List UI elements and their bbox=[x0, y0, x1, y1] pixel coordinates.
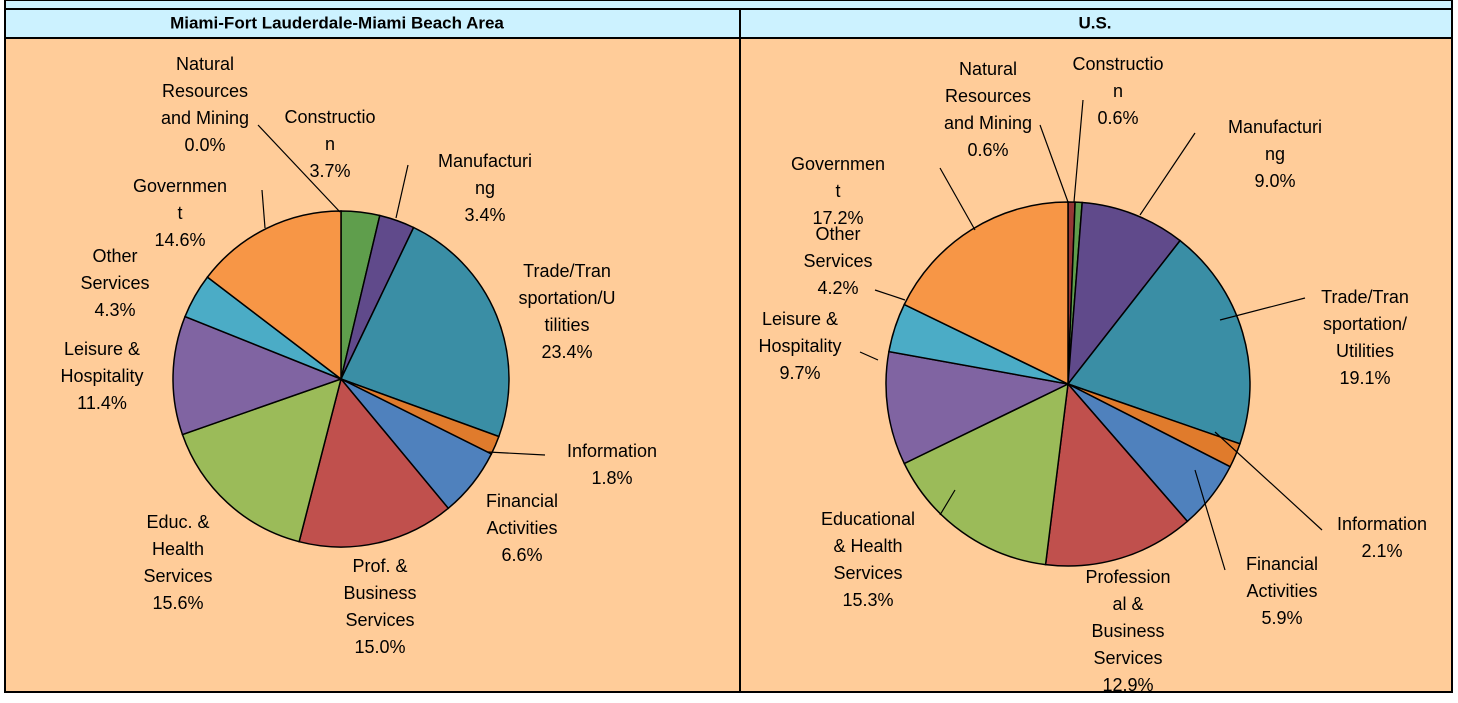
slice-value-label: 17.2% bbox=[812, 208, 863, 228]
pie-slice bbox=[903, 382, 1069, 566]
slice-label: Governmen t bbox=[791, 154, 885, 201]
pie-slice bbox=[181, 377, 343, 543]
slice-label: Manufacturi ng bbox=[1228, 117, 1322, 164]
slice-label: Educ. & Health Services bbox=[143, 512, 212, 586]
slice-value-label: 4.3% bbox=[94, 300, 135, 320]
pie-slice bbox=[885, 350, 1071, 465]
slice-value-label: 15.6% bbox=[152, 593, 203, 613]
leader-line bbox=[261, 189, 266, 229]
leader-line bbox=[487, 451, 546, 456]
slice-label: Natural Resources and Mining bbox=[944, 59, 1032, 133]
slice-value-label: 0.6% bbox=[1097, 108, 1138, 128]
slice-label: Constructio n bbox=[284, 107, 375, 154]
slice-label: Information bbox=[1337, 514, 1427, 534]
slice-value-label: 3.7% bbox=[309, 161, 350, 181]
leader-line bbox=[1139, 132, 1196, 216]
slice-label: Other Services bbox=[803, 224, 872, 271]
slice-label: Leisure & Hospitality bbox=[758, 309, 841, 356]
chart-title: Miami-Fort Lauderdale-Miami Beach Area bbox=[170, 13, 504, 32]
leader-line bbox=[1214, 431, 1323, 531]
slice-label: Leisure & Hospitality bbox=[60, 339, 143, 386]
header-band bbox=[4, 0, 1453, 39]
slice-label: Manufacturi ng bbox=[438, 151, 532, 198]
slice-label: Financial Activities bbox=[486, 491, 558, 538]
slice-value-label: 12.9% bbox=[1102, 675, 1153, 695]
slice-value-label: 3.4% bbox=[464, 205, 505, 225]
slice-value-label: 15.0% bbox=[354, 637, 405, 657]
leader-line bbox=[1073, 99, 1084, 203]
slice-label: Profession al & Business Services bbox=[1085, 567, 1170, 668]
pie-slice bbox=[1066, 239, 1251, 445]
leader-line bbox=[1039, 124, 1069, 203]
slice-value-label: 19.1% bbox=[1339, 368, 1390, 388]
slice-value-label: 5.9% bbox=[1261, 608, 1302, 628]
leader-line bbox=[939, 167, 976, 231]
pie-slice bbox=[206, 210, 342, 381]
slice-value-label: 4.2% bbox=[817, 278, 858, 298]
pie-slice bbox=[339, 226, 510, 438]
leader-line bbox=[1219, 297, 1306, 321]
slice-label: Information bbox=[567, 441, 657, 461]
slice-label: Educational & Health Services bbox=[821, 509, 915, 583]
leader-line bbox=[874, 289, 906, 301]
leader-line bbox=[257, 124, 341, 213]
slice-value-label: 6.6% bbox=[501, 545, 542, 565]
leader-line bbox=[395, 164, 409, 219]
slice-value-label: 0.6% bbox=[967, 140, 1008, 160]
slice-label: Prof. & Business Services bbox=[343, 556, 416, 630]
slice-label: Governmen t bbox=[133, 176, 227, 223]
slice-value-label: 9.0% bbox=[1254, 171, 1295, 191]
slice-value-label: 23.4% bbox=[541, 342, 592, 362]
slice-label: Financial Activities bbox=[1246, 554, 1318, 601]
slice-value-label: 15.3% bbox=[842, 590, 893, 610]
leader-line bbox=[939, 489, 956, 516]
slice-label: Other Services bbox=[80, 246, 149, 293]
pie-slice bbox=[1067, 201, 1182, 387]
slice-value-label: 1.8% bbox=[591, 468, 632, 488]
leader-line bbox=[859, 351, 879, 361]
slice-label: Natural Resources and Mining bbox=[161, 54, 249, 128]
pie-slice bbox=[172, 315, 344, 436]
slice-value-label: 9.7% bbox=[779, 363, 820, 383]
slice-value-label: 11.4% bbox=[77, 393, 127, 413]
chart-title: U.S. bbox=[1078, 13, 1111, 32]
slice-value-label: 0.0% bbox=[184, 135, 225, 155]
slice-value-label: 2.1% bbox=[1361, 541, 1402, 561]
leader-line bbox=[1194, 469, 1226, 571]
pie-slice bbox=[903, 201, 1069, 386]
pie-slice bbox=[298, 377, 450, 548]
slice-label: Constructio n bbox=[1072, 54, 1163, 101]
slice-value-label: 14.6% bbox=[154, 230, 205, 250]
pie-slice bbox=[1044, 382, 1189, 567]
